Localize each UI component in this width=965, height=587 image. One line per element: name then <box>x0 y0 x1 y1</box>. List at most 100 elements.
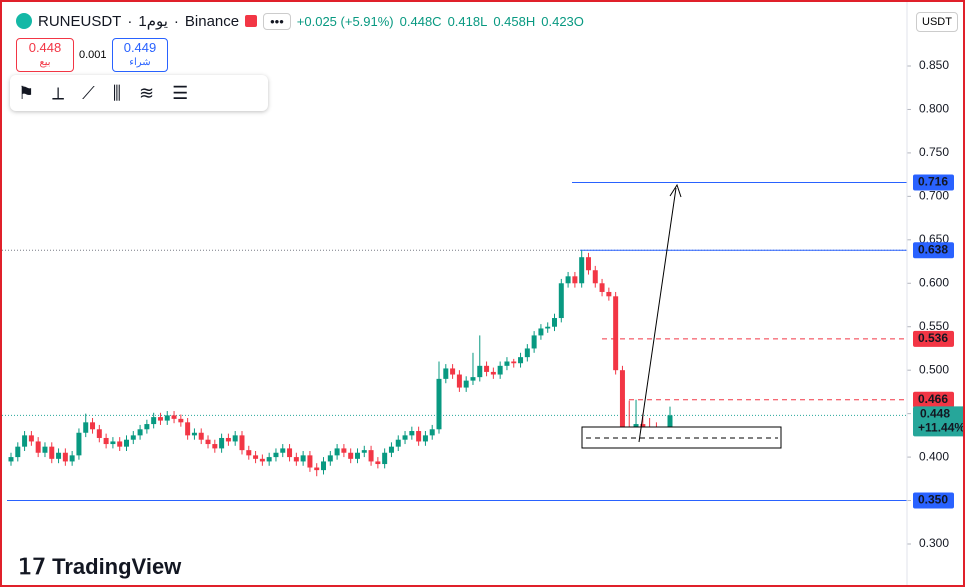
candle-body <box>552 318 558 327</box>
candle-body <box>273 452 279 458</box>
candle-body <box>463 380 469 388</box>
candle-body <box>592 270 598 284</box>
candle-body <box>15 446 21 458</box>
candle-body <box>585 257 591 271</box>
candle-body <box>191 432 197 436</box>
buy-button[interactable]: 0.449 شراء <box>112 38 168 72</box>
candle-body <box>232 435 238 442</box>
close: 0.448C <box>399 13 442 29</box>
candle-body <box>395 439 401 447</box>
buy-price: 0.449 <box>123 40 157 55</box>
candle-body <box>321 461 327 471</box>
candle-body <box>293 457 299 462</box>
level-tag <box>913 492 954 509</box>
candle-body <box>110 441 116 445</box>
level-tag <box>913 242 954 259</box>
level-label: 0.716 <box>918 175 948 189</box>
high: 0.458H <box>493 13 536 29</box>
candle-body <box>416 431 422 442</box>
last-price-tag <box>913 406 963 437</box>
candle-body <box>62 452 68 462</box>
candle-body <box>402 435 408 440</box>
candle-body <box>246 450 252 456</box>
candle-body <box>103 437 109 445</box>
level-tag <box>913 174 954 191</box>
candle-body <box>545 326 551 329</box>
candle-body <box>613 296 619 371</box>
y-tick-label: 0.400 <box>919 449 949 463</box>
candle-body <box>212 444 218 449</box>
candle-body <box>164 415 170 421</box>
candle-body <box>484 365 490 372</box>
sell-button[interactable]: 0.448 بيع <box>16 38 74 72</box>
candle-body <box>565 276 571 284</box>
candle-body <box>667 415 673 438</box>
candle-body <box>178 418 184 423</box>
candle-body <box>76 432 82 456</box>
level-label: 0.638 <box>918 242 948 256</box>
header: RUNEUSDT · 1يوم · Binance ••• +0.025 (+5.9… <box>16 12 584 30</box>
candle-body <box>239 435 245 451</box>
candle-body <box>409 431 415 436</box>
candle-body <box>28 435 34 442</box>
candle-body <box>259 458 265 462</box>
y-tick-label: 0.850 <box>919 58 949 72</box>
candle-body <box>83 422 89 433</box>
candle-body <box>334 448 340 456</box>
candle-body <box>225 437 231 442</box>
candle-body <box>300 455 306 462</box>
more[interactable]: ••• <box>263 12 291 30</box>
level-label: 0.466 <box>918 392 948 406</box>
spread: 0.001 <box>79 49 107 61</box>
candle-body <box>144 424 150 430</box>
candle-body <box>56 452 62 459</box>
drawing-toolbar[interactable]: ⚑⟂⟋⫼≋☰ <box>10 75 268 111</box>
candle-body <box>117 441 123 447</box>
arrow-head <box>669 183 682 198</box>
candle-body <box>558 283 564 319</box>
candle-body <box>477 365 483 378</box>
candle-body <box>354 452 360 459</box>
candle-body <box>470 377 476 381</box>
candle-body <box>151 417 157 425</box>
candle-body <box>361 450 367 453</box>
symbol: RUNEUSDT <box>38 12 122 30</box>
candle-body <box>35 441 41 453</box>
candle-body <box>253 455 259 459</box>
candle-body <box>130 435 136 440</box>
candle-body <box>327 455 333 462</box>
candle-body <box>490 371 496 375</box>
candle-body <box>599 283 605 292</box>
candle-body <box>171 415 177 419</box>
candle-body <box>450 368 456 375</box>
candle-body <box>205 439 211 445</box>
candle-body <box>287 448 293 458</box>
flag <box>245 15 258 27</box>
currency-button[interactable]: USDT <box>916 12 958 32</box>
candle-body <box>388 446 394 453</box>
y-tick-label: 0.550 <box>919 319 949 333</box>
sell-label: بيع <box>39 57 51 68</box>
candle-body <box>429 429 435 436</box>
candle-body <box>123 439 129 447</box>
candle-body <box>198 432 204 440</box>
candle-body <box>375 461 381 465</box>
candle-body <box>157 417 163 421</box>
y-tick-label: 0.300 <box>919 536 949 550</box>
y-tick-label: 0.500 <box>919 362 949 376</box>
candle-body <box>280 448 286 453</box>
candle-body <box>511 361 517 364</box>
candle-body <box>572 276 578 284</box>
candle-body <box>266 457 272 462</box>
level-label: 0.536 <box>918 331 948 345</box>
candle-body <box>524 348 530 358</box>
candle-body <box>42 446 48 453</box>
candle-body <box>504 361 510 366</box>
candle-body <box>619 370 625 432</box>
candle-body <box>497 365 503 375</box>
candle-body <box>8 457 14 462</box>
exchange: Binance <box>184 12 240 30</box>
arrow <box>638 187 677 443</box>
y-tick-label: 0.600 <box>919 275 949 289</box>
